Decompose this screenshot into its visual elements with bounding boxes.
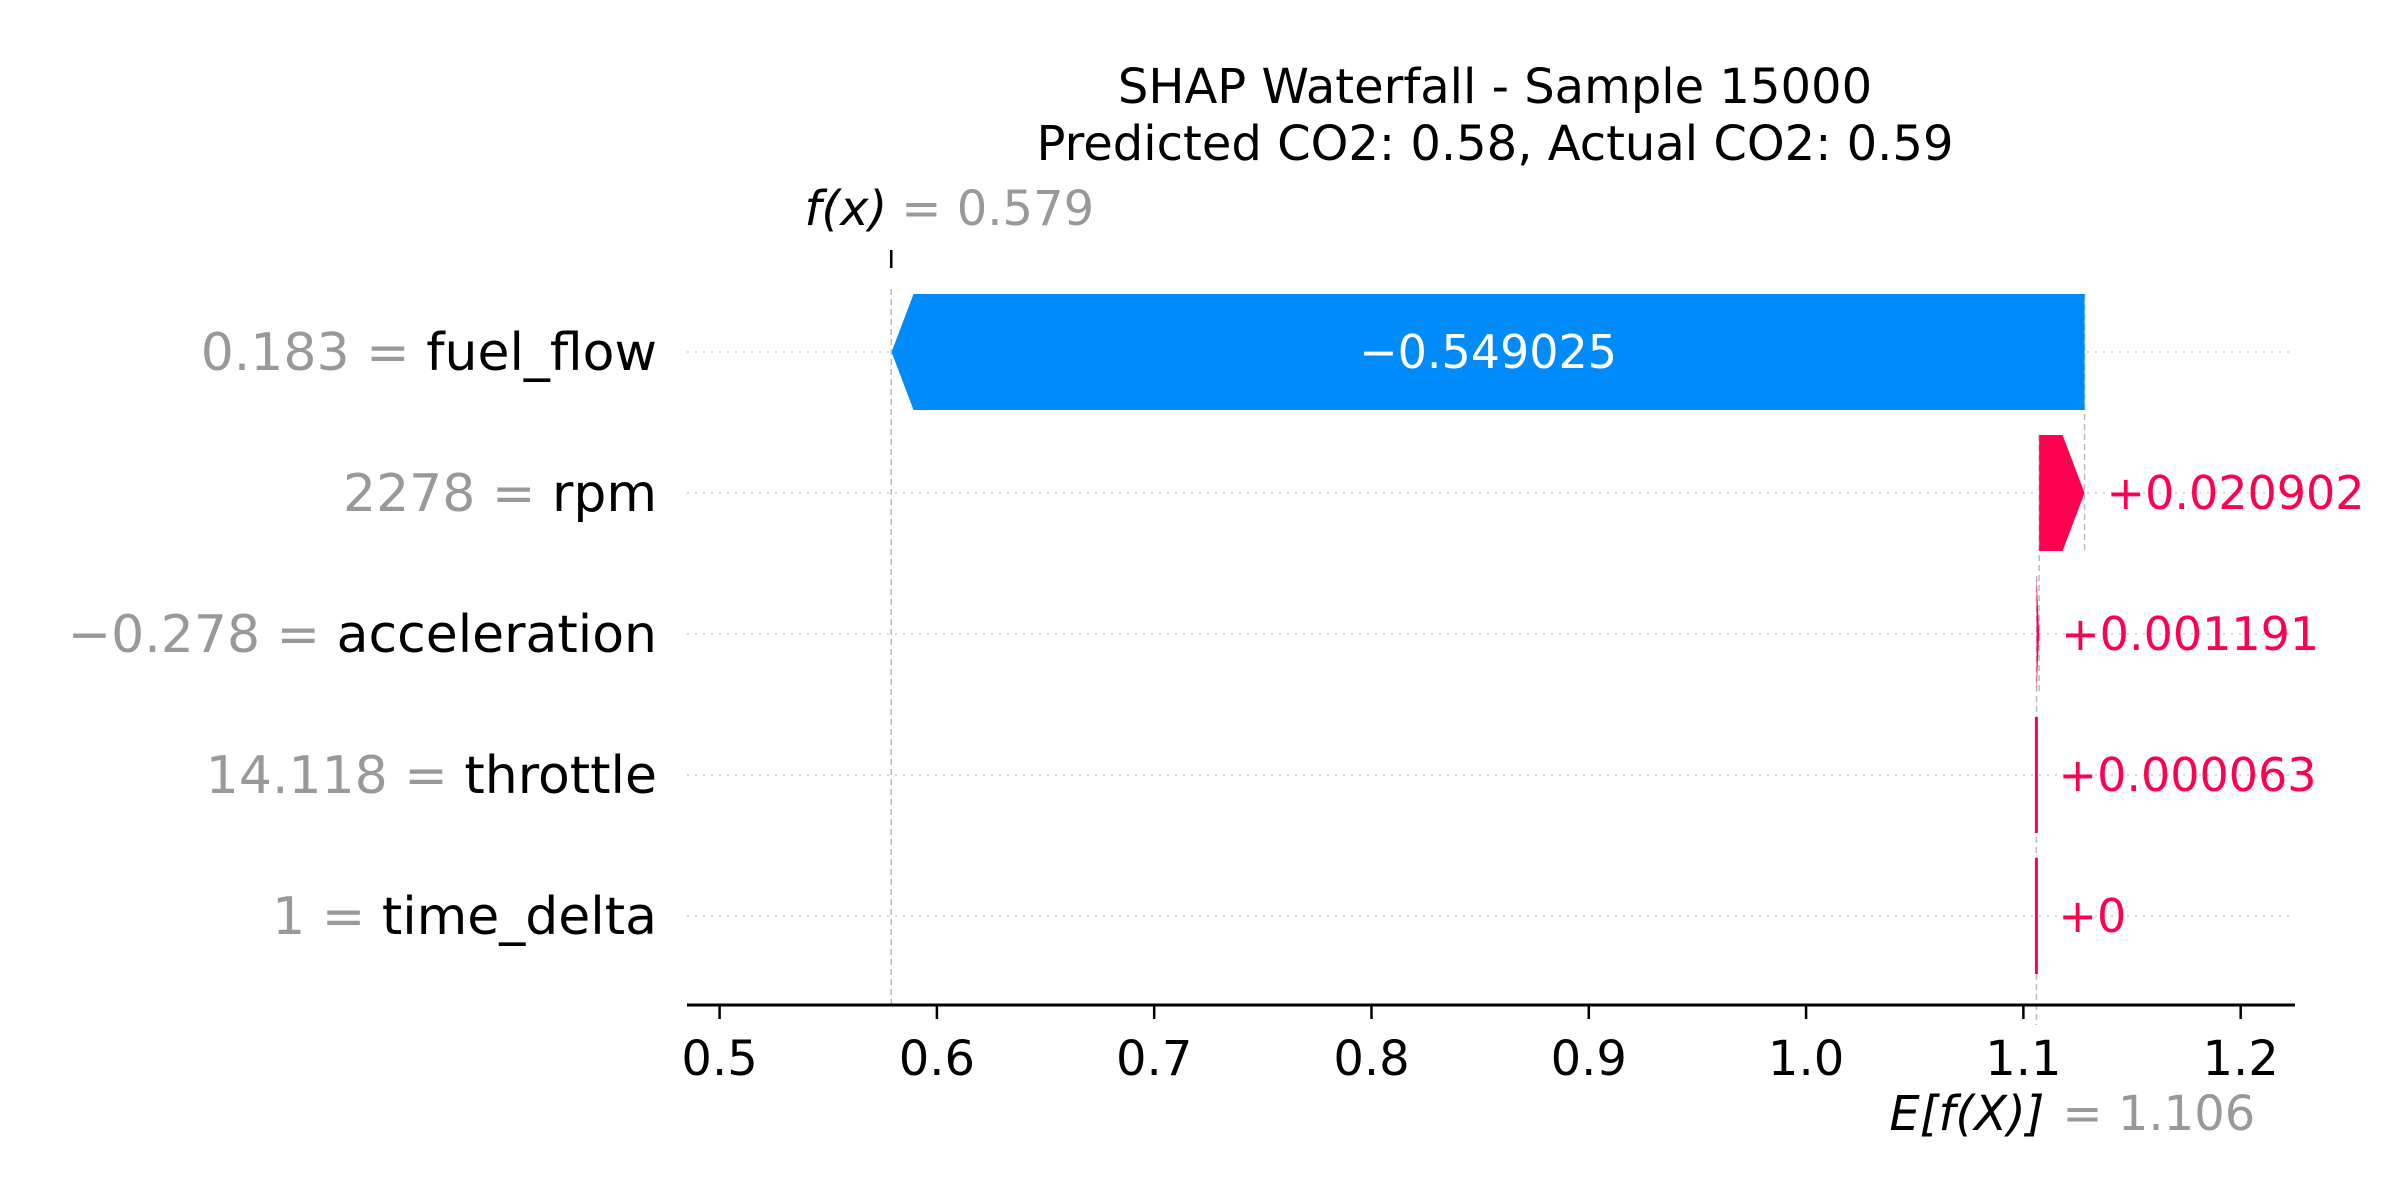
x-tick-label: 0.7 (1116, 1031, 1192, 1087)
feature-label-throttle: 14.118 = throttle (206, 746, 657, 806)
contribution-bars: −0.549025 +0.020902 +0.001191 +0.000063 +0 (891, 294, 2365, 974)
x-tick-label: 1.1 (1985, 1031, 2061, 1087)
contribution-label-throttle: +0.000063 (2059, 748, 2317, 802)
contribution-label-acceleration: +0.001191 (2061, 607, 2319, 661)
feature-label-time_delta: 1 = time_delta (272, 887, 657, 947)
x-tick-label: 0.8 (1333, 1031, 1409, 1087)
x-tick-label: 1.2 (2203, 1031, 2279, 1087)
feature-value: 14.118 = (206, 746, 465, 806)
feature-name: throttle (464, 746, 657, 806)
expected-value-label: E[f(X)] (1889, 1086, 2044, 1142)
feature-label-rpm: 2278 = rpm (343, 464, 657, 524)
fx-label: f(x) (804, 181, 887, 237)
feature-value: −0.278 = (68, 605, 337, 665)
feature-label-acceleration: −0.278 = acceleration (68, 605, 657, 665)
feature-labels: 0.183 = fuel_flow 2278 = rpm −0.278 = acce… (68, 323, 657, 947)
contribution-label-rpm: +0.020902 (2107, 466, 2365, 520)
feature-value: 0.183 = (201, 323, 427, 383)
feature-value: 1 = (272, 887, 382, 947)
contribution-bar-fuel_flow (891, 294, 2085, 410)
chart-title-line-1: SHAP Waterfall - Sample 15000 (1118, 59, 1872, 115)
contribution-bar-acceleration (2036, 576, 2040, 692)
chart-title-line-2: Predicted CO2: 0.58, Actual CO2: 0.59 (1036, 116, 1953, 172)
feature-name: rpm (552, 464, 657, 524)
contribution-bar-rpm (2039, 435, 2085, 551)
expected-value: = 1.106 (2062, 1086, 2255, 1142)
contribution-label-fuel_flow: −0.549025 (1359, 325, 1617, 379)
contribution-bar-throttle (2034, 717, 2038, 833)
x-tick-label: 0.9 (1551, 1031, 1627, 1087)
x-tick-label: 0.5 (681, 1031, 757, 1087)
contribution-label-time_delta: +0 (2058, 889, 2126, 943)
feature-name: fuel_flow (426, 323, 657, 383)
feature-name: time_delta (382, 887, 657, 947)
fx-value: = 0.579 (901, 181, 1094, 237)
x-tick-label: 1.0 (1768, 1031, 1844, 1087)
feature-name: acceleration (337, 605, 657, 665)
x-tick-label: 0.6 (899, 1031, 975, 1087)
x-axis: 0.5 0.6 0.7 0.8 0.9 1.0 1.1 1.2 f(x) = 0.579 E[f(X… (681, 181, 2295, 1142)
contribution-bar-time_delta (2034, 858, 2038, 974)
feature-label-fuel_flow: 0.183 = fuel_flow (201, 323, 657, 383)
feature-value: 2278 = (343, 464, 552, 524)
